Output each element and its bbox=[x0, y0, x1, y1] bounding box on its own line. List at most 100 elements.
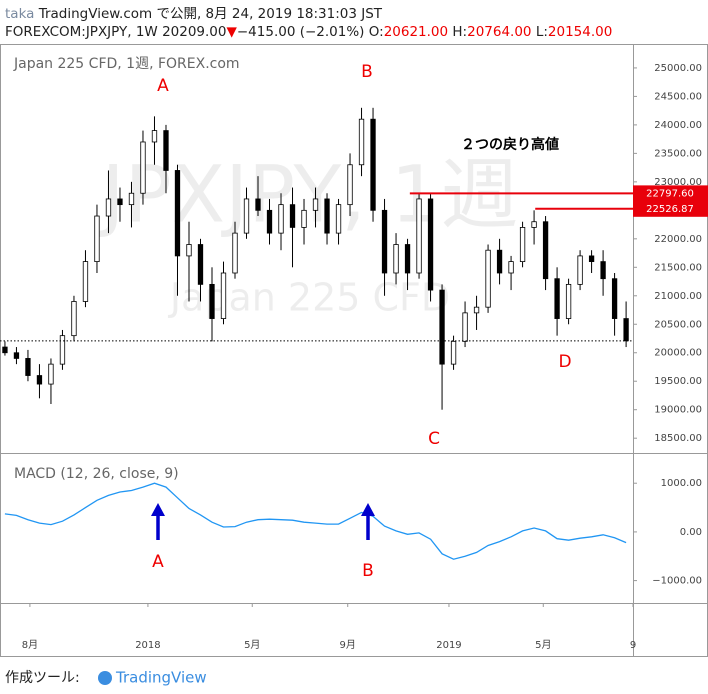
candle-body bbox=[450, 340, 457, 365]
candle-body bbox=[623, 318, 629, 342]
candle-body bbox=[174, 170, 181, 257]
change: −415.00 (−2.01%) bbox=[237, 24, 365, 40]
candle-body bbox=[508, 261, 514, 274]
x-tick-label: 9月 bbox=[340, 639, 356, 651]
frame bbox=[0, 44, 708, 657]
candle-body bbox=[13, 352, 20, 359]
header-line1: taka TradingView.com で公開, 8月 24, 2019 18… bbox=[5, 6, 383, 22]
y-tick-label: 20000.00 bbox=[654, 348, 702, 359]
candle-body bbox=[278, 204, 284, 234]
chart-title: Japan 225 CFD, 1週, FOREX.com bbox=[13, 56, 240, 72]
candle-body bbox=[427, 198, 434, 291]
macd-annotation: A bbox=[152, 552, 164, 572]
candle-body bbox=[611, 278, 618, 319]
y-tick-label: 21500.00 bbox=[654, 262, 702, 273]
y-tick-label: 19000.00 bbox=[654, 405, 702, 416]
candle-body bbox=[496, 249, 503, 274]
user: taka bbox=[5, 6, 34, 22]
candle-body bbox=[163, 130, 169, 171]
candle-body bbox=[416, 198, 422, 274]
candle-body bbox=[519, 227, 526, 263]
y-tick-label: 24000.00 bbox=[654, 120, 702, 131]
x-tick-label: 9 bbox=[630, 640, 636, 651]
candle-body bbox=[220, 272, 227, 319]
candle-body bbox=[312, 198, 319, 211]
header-publish: TradingView.com で公開, 8月 24, 2019 18:31:0… bbox=[38, 6, 383, 22]
candle-body bbox=[324, 198, 330, 234]
candle-body bbox=[105, 198, 112, 217]
candle-body bbox=[243, 198, 250, 234]
footer-brand[interactable]: TradingView bbox=[115, 669, 207, 687]
candle-body bbox=[565, 283, 572, 319]
low-label: L: bbox=[536, 24, 548, 40]
price-tag bbox=[633, 185, 708, 202]
x-tick-label: 2019 bbox=[436, 640, 461, 651]
candle-body bbox=[358, 118, 365, 166]
candle-body bbox=[347, 164, 353, 206]
open-label: O: bbox=[369, 24, 384, 40]
price-tag bbox=[633, 200, 708, 217]
annotation: C bbox=[428, 429, 440, 449]
down-arrow: ▼ bbox=[226, 24, 237, 40]
candle-body bbox=[94, 215, 100, 263]
y-tick-label: 1000.00 bbox=[661, 478, 702, 489]
y-tick-label: 19500.00 bbox=[654, 376, 702, 387]
y-tick-label: 25000.00 bbox=[654, 63, 702, 74]
candle-body bbox=[128, 192, 135, 206]
candle-body bbox=[370, 118, 376, 211]
price-tag-label: 22526.87 bbox=[646, 204, 694, 215]
candle-body bbox=[59, 335, 66, 365]
footer-label: 作成ツール: bbox=[5, 670, 80, 686]
candle-body bbox=[2, 346, 8, 354]
candle-body bbox=[197, 244, 204, 285]
candle-body bbox=[151, 130, 158, 143]
annotation: D bbox=[558, 352, 571, 372]
macd-annotation: B bbox=[362, 561, 374, 581]
x-tick-label: 5月 bbox=[535, 639, 551, 651]
arrow-head bbox=[151, 503, 165, 516]
annotation: ２つの戻り高値 bbox=[461, 136, 559, 153]
candle-body bbox=[473, 306, 480, 314]
candle-body bbox=[301, 209, 307, 228]
candle-body bbox=[381, 209, 388, 274]
y-tick-label: 22000.00 bbox=[654, 234, 702, 245]
macd-title: MACD (12, 26, close, 9) bbox=[14, 466, 179, 482]
high: 20764.00 bbox=[467, 24, 531, 40]
candle-body bbox=[404, 244, 411, 274]
candle-body bbox=[25, 358, 31, 376]
annotation: A bbox=[157, 76, 169, 96]
header-line2: FOREXCOM:JPXJPY, 1W 20209.00▼−415.00 (−2… bbox=[5, 24, 612, 40]
y-tick-label: 23500.00 bbox=[654, 148, 702, 159]
y-tick-label: 23000.00 bbox=[654, 177, 702, 188]
y-tick-label: −1000.00 bbox=[652, 576, 702, 587]
candle-body bbox=[531, 221, 537, 228]
candle-body bbox=[439, 289, 445, 365]
candle-body bbox=[266, 209, 273, 234]
y-tick-label: 24500.00 bbox=[654, 91, 702, 102]
candle-body bbox=[36, 375, 43, 385]
candle-body bbox=[289, 204, 296, 228]
candle-body bbox=[255, 198, 261, 211]
candle-body bbox=[393, 244, 399, 274]
brand-logo bbox=[98, 671, 112, 685]
x-tick-label: 8月 bbox=[22, 639, 38, 651]
candle-body bbox=[577, 255, 583, 285]
candle-body bbox=[209, 283, 215, 319]
candle-body bbox=[485, 249, 491, 308]
high-label: H: bbox=[452, 24, 467, 40]
low: 20154.00 bbox=[548, 24, 612, 40]
candle-body bbox=[600, 261, 606, 280]
candle-body bbox=[71, 301, 77, 337]
open: 20621.00 bbox=[384, 24, 448, 40]
candle-body bbox=[232, 232, 238, 274]
symbol: FOREXCOM:JPXJPY, 1W 20209.00 bbox=[5, 24, 226, 40]
x-tick-label: 5月 bbox=[244, 639, 260, 651]
y-tick-label: 0.00 bbox=[680, 527, 702, 538]
candle-body bbox=[542, 221, 549, 280]
annotation: B bbox=[361, 62, 373, 82]
candle-body bbox=[554, 278, 560, 319]
macd-line bbox=[4, 482, 627, 560]
candle-body bbox=[462, 312, 468, 342]
arrow-head bbox=[361, 503, 375, 516]
